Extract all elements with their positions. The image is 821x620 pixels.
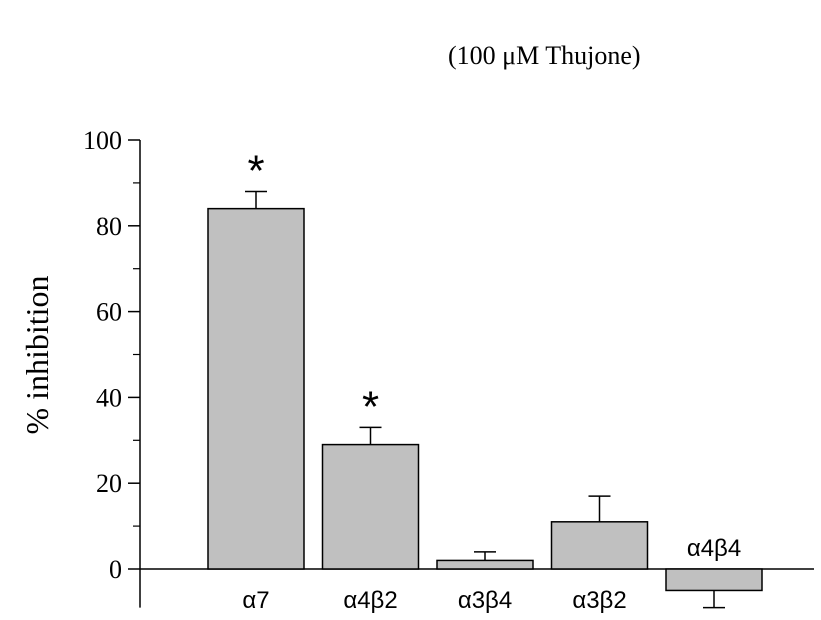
category-label: α3β2 [572,587,626,614]
y-tick-label: 80 [96,212,122,241]
y-tick-label: 20 [96,469,122,498]
y-tick-label: 100 [83,126,122,155]
bar [207,207,305,570]
significance-marker: * [362,382,379,431]
bar [665,568,763,592]
y-tick-label: 40 [96,383,122,412]
bar [550,521,649,570]
bar [436,559,534,570]
y-tick-label: 60 [96,298,122,327]
category-label: α4β4 [687,535,741,562]
labels: 0 20 40 60 80 100 * α7 * α4β2 α3β4 α3β2 α4β4 [83,126,741,614]
category-label: α3β4 [458,587,512,614]
y-axis-label: % inhibition [19,275,55,434]
bars [207,190,763,609]
category-label: α4β2 [343,587,397,614]
chart-annotation: (100 μM Thujone) [448,41,641,70]
category-label: α7 [242,587,269,614]
y-tick-label: 0 [109,555,122,584]
bar [321,443,420,570]
significance-marker: * [247,146,264,195]
